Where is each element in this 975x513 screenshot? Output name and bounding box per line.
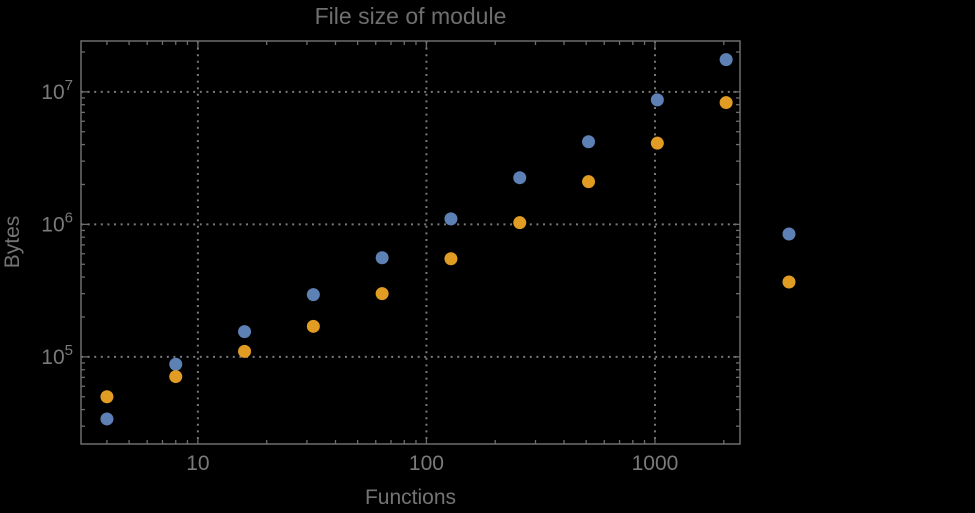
y-tick-label: 106 [41, 209, 73, 236]
y-tick-label: 107 [41, 77, 73, 104]
data-point-series-2-orange [650, 136, 664, 150]
data-point-series-2-orange [582, 175, 596, 189]
data-point-series-1-blue [238, 325, 252, 339]
data-point-series-1-blue [169, 357, 183, 371]
data-point-series-2-orange [444, 252, 458, 266]
x-tick-label: 10 [186, 452, 209, 475]
data-point-series-2-orange [513, 216, 527, 230]
data-point-series-1-blue [719, 53, 733, 67]
data-point-series-2-orange [719, 96, 733, 110]
data-point-series-1-blue [582, 135, 596, 149]
data-point-series-2-orange [169, 370, 183, 384]
data-point-series-1-blue [444, 212, 458, 226]
plot-frame [80, 40, 741, 445]
chart-title: File size of module [314, 3, 507, 29]
data-point-series-2-orange [306, 319, 320, 333]
y-tick-label: 105 [41, 342, 73, 369]
data-point-series-2-orange [100, 390, 114, 404]
data-point-series-2-orange [375, 287, 389, 301]
x-axis-label: Functions [364, 486, 457, 509]
data-point-series-1-blue [100, 412, 114, 426]
data-point-series-1-blue [513, 171, 527, 185]
legend-marker-series-2-orange [782, 275, 796, 289]
data-point-series-1-blue [375, 251, 389, 265]
x-tick-label: 100 [409, 452, 444, 475]
data-point-series-1-blue [306, 288, 320, 302]
x-tick-label: 1000 [632, 452, 679, 475]
data-point-series-2-orange [238, 344, 252, 358]
legend-marker-series-1-blue [782, 227, 796, 241]
data-point-series-1-blue [650, 93, 664, 107]
